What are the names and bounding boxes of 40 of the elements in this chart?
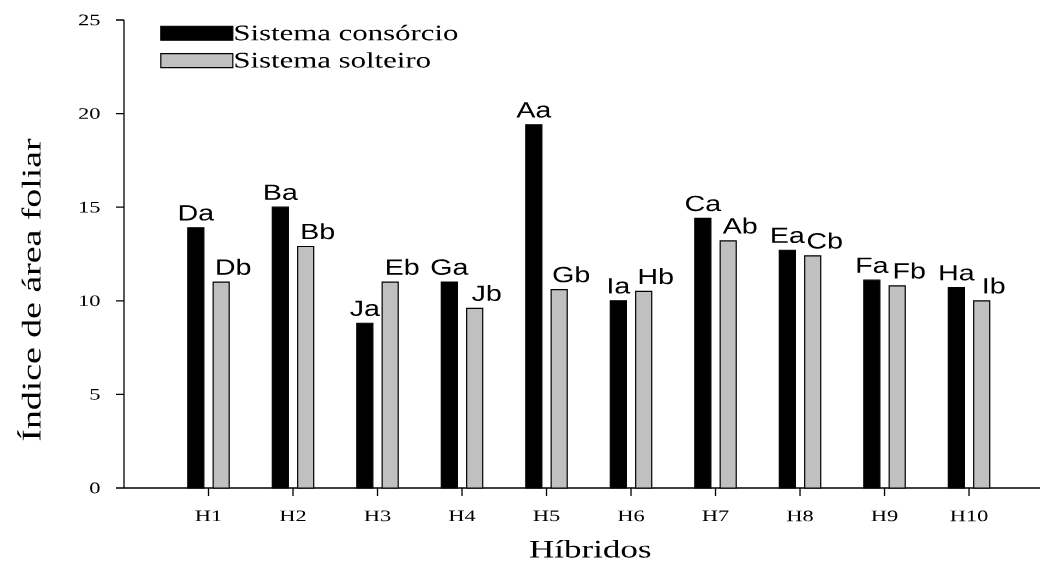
data-label: Eb <box>387 258 419 275</box>
data-label: Bb <box>302 223 334 240</box>
x-axis-title: Híbridos <box>530 540 651 558</box>
data-label: Ga <box>431 259 469 275</box>
x-tick-label: H5 <box>533 510 560 522</box>
data-label: Ca <box>686 195 722 212</box>
data-label: Jb <box>472 284 501 302</box>
y-tick-label: 0 <box>90 482 100 494</box>
data-label: Ea <box>772 227 805 244</box>
legend-label: Sistema solteiro <box>235 52 430 68</box>
x-tick-label: H10 <box>950 510 988 522</box>
x-tick-label: H1 <box>195 510 221 522</box>
y-tick-label: 20 <box>79 108 100 119</box>
data-label: Fa <box>857 257 889 274</box>
x-tick-label: H9 <box>871 510 898 522</box>
x-tick-label: H8 <box>786 510 813 522</box>
data-label: Da <box>179 205 215 221</box>
data-label: Db <box>217 258 251 275</box>
x-tick-label: H2 <box>279 510 306 522</box>
x-tick-label: H3 <box>364 510 391 522</box>
data-label: Ba <box>265 184 298 200</box>
y-tick-label: 10 <box>80 295 100 307</box>
data-label: Ib <box>984 277 1005 294</box>
y-tick-label: 15 <box>80 201 100 213</box>
legend-label: Sistema consórcio <box>235 24 458 41</box>
data-label: Gb <box>553 266 590 283</box>
data-label: Ha <box>940 265 975 281</box>
x-tick-label: H7 <box>702 510 729 521</box>
data-label: Ab <box>722 217 757 234</box>
y-tick-label: 25 <box>79 14 100 26</box>
data-label: Aa <box>516 102 552 118</box>
data-label: Hb <box>639 268 673 285</box>
y-axis-title: Índice de área foliar <box>17 138 41 441</box>
data-label: Ja <box>350 300 380 317</box>
x-tick-label: H6 <box>617 510 645 522</box>
data-label: Fb <box>894 262 925 279</box>
data-label: Ia <box>609 278 631 294</box>
data-label: Cb <box>807 232 842 249</box>
x-tick-label: H4 <box>448 510 476 522</box>
y-tick-label: 5 <box>90 389 100 400</box>
